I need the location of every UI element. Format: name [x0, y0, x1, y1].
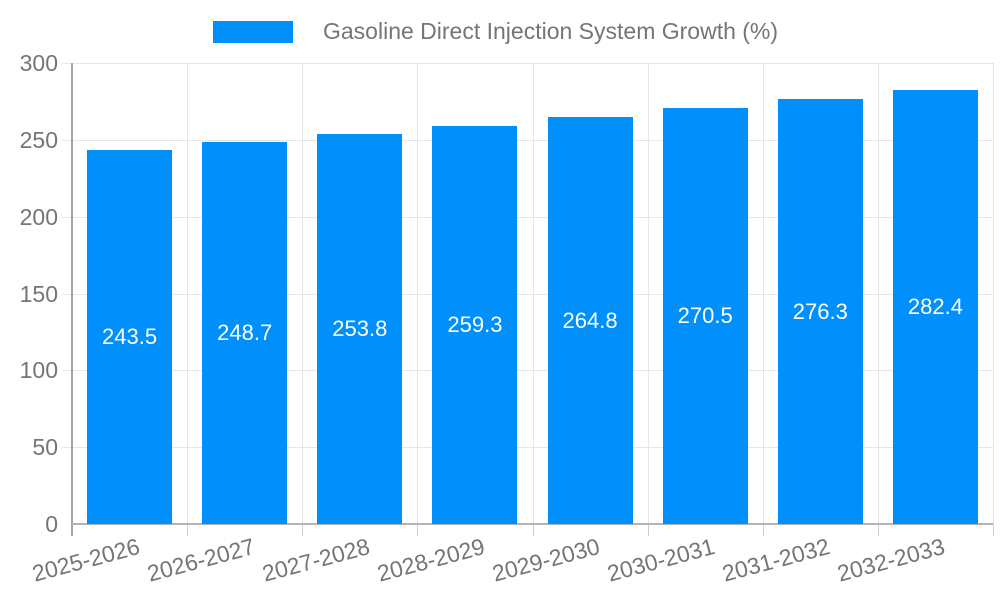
x-axis-tick — [302, 524, 304, 536]
bar[interactable] — [892, 90, 978, 524]
y-axis-tick-label: 50 — [32, 434, 58, 461]
bar-value-label: 270.5 — [677, 303, 733, 329]
bar-value-label: 276.3 — [792, 298, 848, 324]
x-axis-tick — [877, 524, 879, 536]
y-axis-tick-label: 0 — [45, 511, 58, 537]
y-axis-tick-label: 250 — [19, 126, 58, 153]
x-axis-tick-label: 2032-2033 — [834, 533, 948, 587]
x-axis-tick — [187, 524, 189, 536]
x-axis-line — [72, 523, 993, 525]
y-gridline — [62, 370, 993, 372]
x-gridline — [302, 63, 304, 524]
x-axis-tick — [532, 524, 534, 536]
legend-item[interactable]: Gasoline Direct Injection System Growth … — [213, 18, 778, 45]
bar[interactable] — [547, 117, 633, 524]
bar-value-label: 282.4 — [907, 294, 963, 320]
y-axis-tick-label: 300 — [19, 50, 58, 76]
y-axis-tick-label: 200 — [19, 203, 58, 230]
x-axis-tick-label: 2028-2029 — [374, 533, 488, 587]
y-axis-tick-label: 150 — [19, 280, 58, 307]
bar[interactable] — [432, 125, 518, 524]
bar-value-label: 243.5 — [102, 323, 158, 349]
x-axis-tick-label: 2026-2027 — [144, 533, 258, 587]
y-gridline — [62, 447, 993, 449]
x-axis-tick-label: 2027-2028 — [259, 533, 373, 587]
bar[interactable] — [87, 149, 173, 524]
x-axis-tick-label: 2031-2032 — [719, 533, 833, 587]
bar[interactable] — [777, 99, 863, 524]
x-gridline — [762, 63, 764, 524]
bar-value-label: 253.8 — [332, 315, 388, 341]
bar-value-label: 264.8 — [562, 307, 618, 333]
x-gridline — [647, 63, 649, 524]
x-gridline — [877, 63, 879, 524]
x-gridline — [187, 63, 189, 524]
bar-value-label: 259.3 — [447, 311, 503, 337]
legend-label: Gasoline Direct Injection System Growth … — [323, 18, 779, 44]
x-gridline — [417, 63, 419, 524]
x-axis-tick-label: 2029-2030 — [489, 533, 603, 587]
x-axis-tick — [993, 524, 994, 536]
x-axis-tick-label: 2025-2026 — [29, 533, 143, 587]
legend-swatch — [213, 20, 293, 43]
x-gridline — [993, 63, 994, 524]
y-gridline — [62, 139, 993, 141]
x-axis-tick — [417, 524, 419, 536]
y-axis-line — [71, 63, 73, 536]
y-axis-tick-label: 100 — [19, 357, 58, 384]
bar-value-label: 248.7 — [217, 319, 273, 345]
y-gridline — [62, 293, 993, 295]
bar[interactable] — [317, 133, 403, 524]
x-axis-tick-label: 2030-2031 — [604, 533, 718, 587]
x-axis-tick — [647, 524, 649, 536]
bar[interactable] — [662, 108, 748, 524]
y-gridline — [62, 63, 993, 64]
x-gridline — [532, 63, 534, 524]
x-axis-tick — [762, 524, 764, 536]
y-gridline — [62, 216, 993, 218]
bar[interactable] — [202, 141, 288, 524]
